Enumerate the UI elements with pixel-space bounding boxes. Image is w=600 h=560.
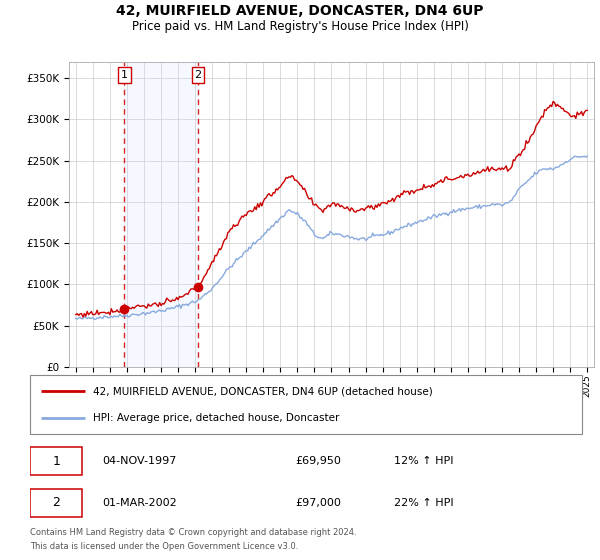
- Text: 2: 2: [194, 70, 202, 80]
- Text: 12% ↑ HPI: 12% ↑ HPI: [394, 456, 454, 466]
- Text: 1: 1: [53, 455, 61, 468]
- Text: 01-MAR-2002: 01-MAR-2002: [102, 498, 176, 508]
- Text: 42, MUIRFIELD AVENUE, DONCASTER, DN4 6UP (detached house): 42, MUIRFIELD AVENUE, DONCASTER, DN4 6UP…: [94, 386, 433, 396]
- Bar: [124, 62, 198, 367]
- Text: Price paid vs. HM Land Registry's House Price Index (HPI): Price paid vs. HM Land Registry's House …: [131, 20, 469, 33]
- Text: Contains HM Land Registry data © Crown copyright and database right 2024.: Contains HM Land Registry data © Crown c…: [30, 528, 356, 536]
- Text: 2: 2: [53, 496, 61, 509]
- FancyBboxPatch shape: [30, 375, 582, 434]
- Text: £97,000: £97,000: [295, 498, 341, 508]
- FancyBboxPatch shape: [30, 447, 82, 475]
- Text: This data is licensed under the Open Government Licence v3.0.: This data is licensed under the Open Gov…: [30, 542, 298, 551]
- Text: 42, MUIRFIELD AVENUE, DONCASTER, DN4 6UP: 42, MUIRFIELD AVENUE, DONCASTER, DN4 6UP: [116, 4, 484, 18]
- Text: 04-NOV-1997: 04-NOV-1997: [102, 456, 176, 466]
- Text: £69,950: £69,950: [295, 456, 341, 466]
- Text: 22% ↑ HPI: 22% ↑ HPI: [394, 498, 454, 508]
- Text: HPI: Average price, detached house, Doncaster: HPI: Average price, detached house, Donc…: [94, 413, 340, 423]
- Text: 1: 1: [121, 70, 128, 80]
- FancyBboxPatch shape: [30, 489, 82, 517]
